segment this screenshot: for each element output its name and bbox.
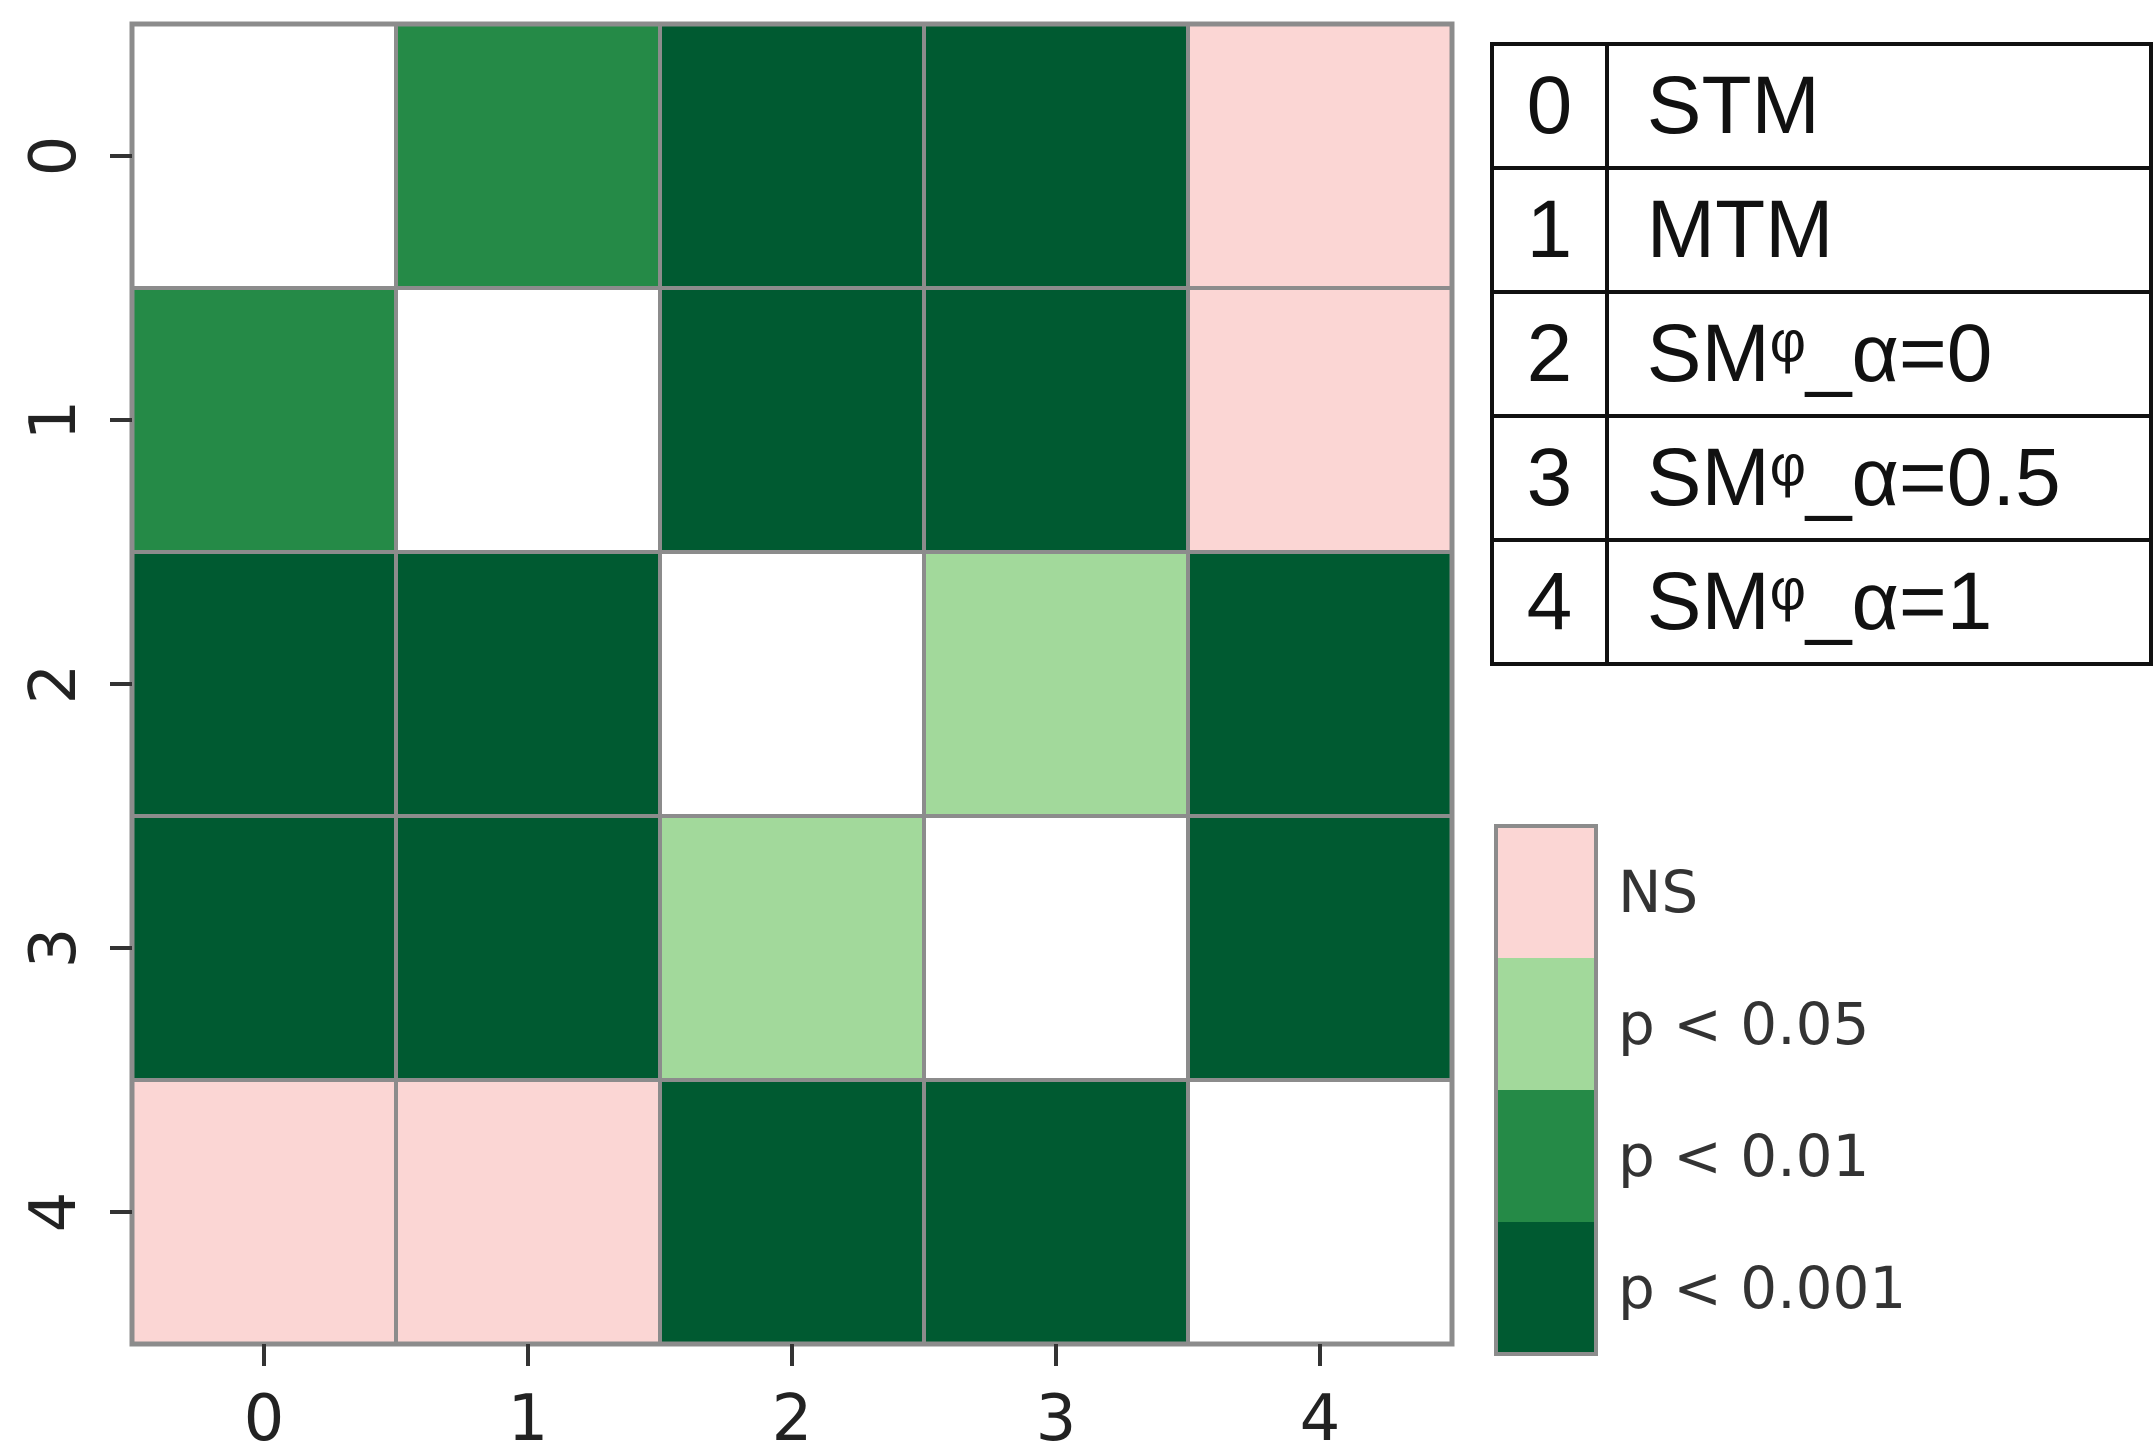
key-label-1: MTM [1604,166,2153,294]
heatmap-cell-0-1 [394,22,662,290]
legend-swatch-1 [1496,958,1596,1090]
heatmap-cell-0-2 [658,22,926,290]
heatmap-cells [130,22,1454,1346]
key-index-4: 4 [1490,538,1609,666]
y-tick-label-3: 3 [17,928,91,969]
y-axis: 0 1 2 3 4 [17,136,132,1233]
heatmap-cell-2-4 [1186,550,1454,818]
key-row-1: 1 MTM [1490,166,2153,294]
heatmap-cell-1-4 [1186,286,1454,554]
heatmap-cell-4-3 [922,1078,1190,1346]
x-tick-label-0: 0 [244,1382,285,1455]
key-label-2: SMᵠ_α=0 [1604,290,2153,418]
legend-label-2: p < 0.01 [1618,1122,1869,1190]
legend: NS p < 0.05 p < 0.01 p < 0.001 [1494,824,1906,1356]
legend-swatch-2 [1496,1090,1596,1222]
heatmap-cell-1-0 [130,286,398,554]
key-row-2: 2 SMᵠ_α=0 [1490,290,2153,418]
heatmap-cell-1-1 [394,286,662,554]
legend-swatch-0 [1496,826,1596,958]
heatmap-cell-3-1 [394,814,662,1082]
heatmap-cell-3-2 [658,814,926,1082]
heatmap-cell-0-0 [130,22,398,290]
x-axis: 0 1 2 3 4 [244,1344,1341,1455]
y-tick-label-1: 1 [17,400,91,441]
heatmap-cell-4-0 [130,1078,398,1346]
legend-label-0: NS [1618,858,1698,926]
legend-label-3: p < 0.001 [1618,1254,1906,1322]
y-tick-label-2: 2 [17,664,91,705]
heatmap-cell-1-3 [922,286,1190,554]
heatmap-cell-2-1 [394,550,662,818]
key-row-3: 3 SMᵠ_α=0.5 [1490,414,2153,542]
heatmap-cell-3-4 [1186,814,1454,1082]
key-index-0: 0 [1490,42,1609,170]
legend-border [1494,824,1598,1356]
key-row-0: 0 STM [1490,42,2153,170]
heatmap-cell-3-0 [130,814,398,1082]
key-label-0: STM [1604,42,2153,170]
heatmap-cell-4-4 [1186,1078,1454,1346]
legend-label-1: p < 0.05 [1618,990,1869,1058]
heatmap-cell-2-2 [658,550,926,818]
key-label-4: SMᵠ_α=1 [1604,538,2153,666]
heatmap-cell-0-4 [1186,22,1454,290]
key-index-3: 3 [1490,414,1609,542]
heatmap-cell-2-0 [130,550,398,818]
key-index-1: 1 [1490,166,1609,294]
x-tick-label-2: 2 [772,1382,813,1455]
heatmap-cell-2-3 [922,550,1190,818]
heatmap-cell-4-1 [394,1078,662,1346]
heatmap-cell-0-3 [922,22,1190,290]
heatmap-cell-4-2 [658,1078,926,1346]
legend-swatch-3 [1496,1222,1596,1354]
heatmap-cell-1-2 [658,286,926,554]
x-tick-label-4: 4 [1300,1382,1341,1455]
x-tick-label-3: 3 [1036,1382,1077,1455]
key-row-4: 4 SMᵠ_α=1 [1490,538,2153,666]
heatmap-cell-3-3 [922,814,1190,1082]
index-key-table: 0 STM 1 MTM 2 SMᵠ_α=0 3 SMᵠ_α=0.5 4 SMᵠ_α=1 [1490,42,2153,666]
x-tick-label-1: 1 [508,1382,549,1455]
key-label-3: SMᵠ_α=0.5 [1604,414,2153,542]
key-index-2: 2 [1490,290,1609,418]
y-tick-label-0: 0 [17,136,91,177]
y-tick-label-4: 4 [17,1192,91,1233]
